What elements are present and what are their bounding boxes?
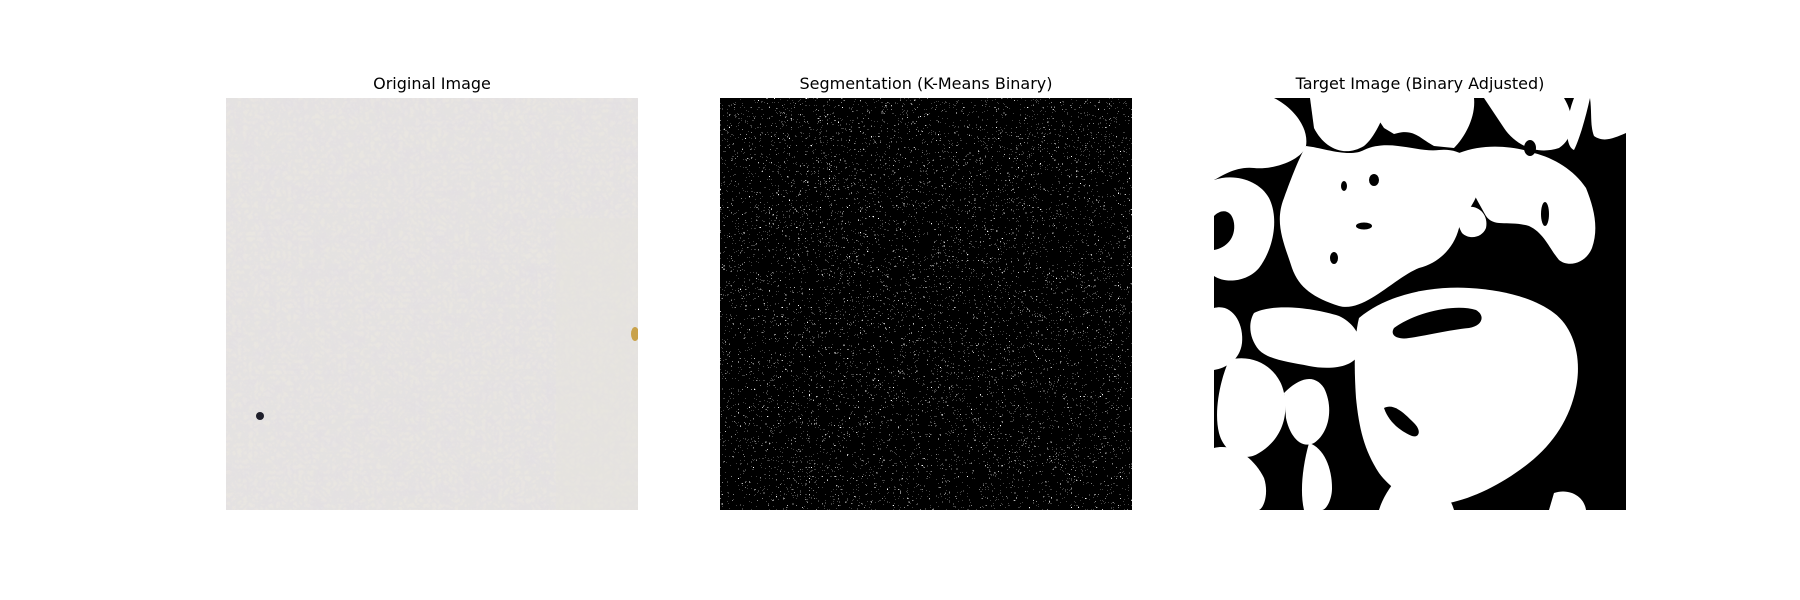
target-image	[1214, 98, 1626, 510]
segmentation-panel: Segmentation (K-Means Binary)	[720, 0, 1132, 600]
target-image-title: Target Image (Binary Adjusted)	[1295, 74, 1545, 93]
original-image-panel: Original Image	[226, 0, 638, 600]
target-image-panel: Target Image (Binary Adjusted)	[1214, 0, 1626, 600]
segmentation-title: Segmentation (K-Means Binary)	[799, 74, 1053, 93]
original-image-title: Original Image	[373, 74, 491, 93]
segmentation-image	[720, 98, 1132, 510]
original-image	[226, 98, 638, 510]
